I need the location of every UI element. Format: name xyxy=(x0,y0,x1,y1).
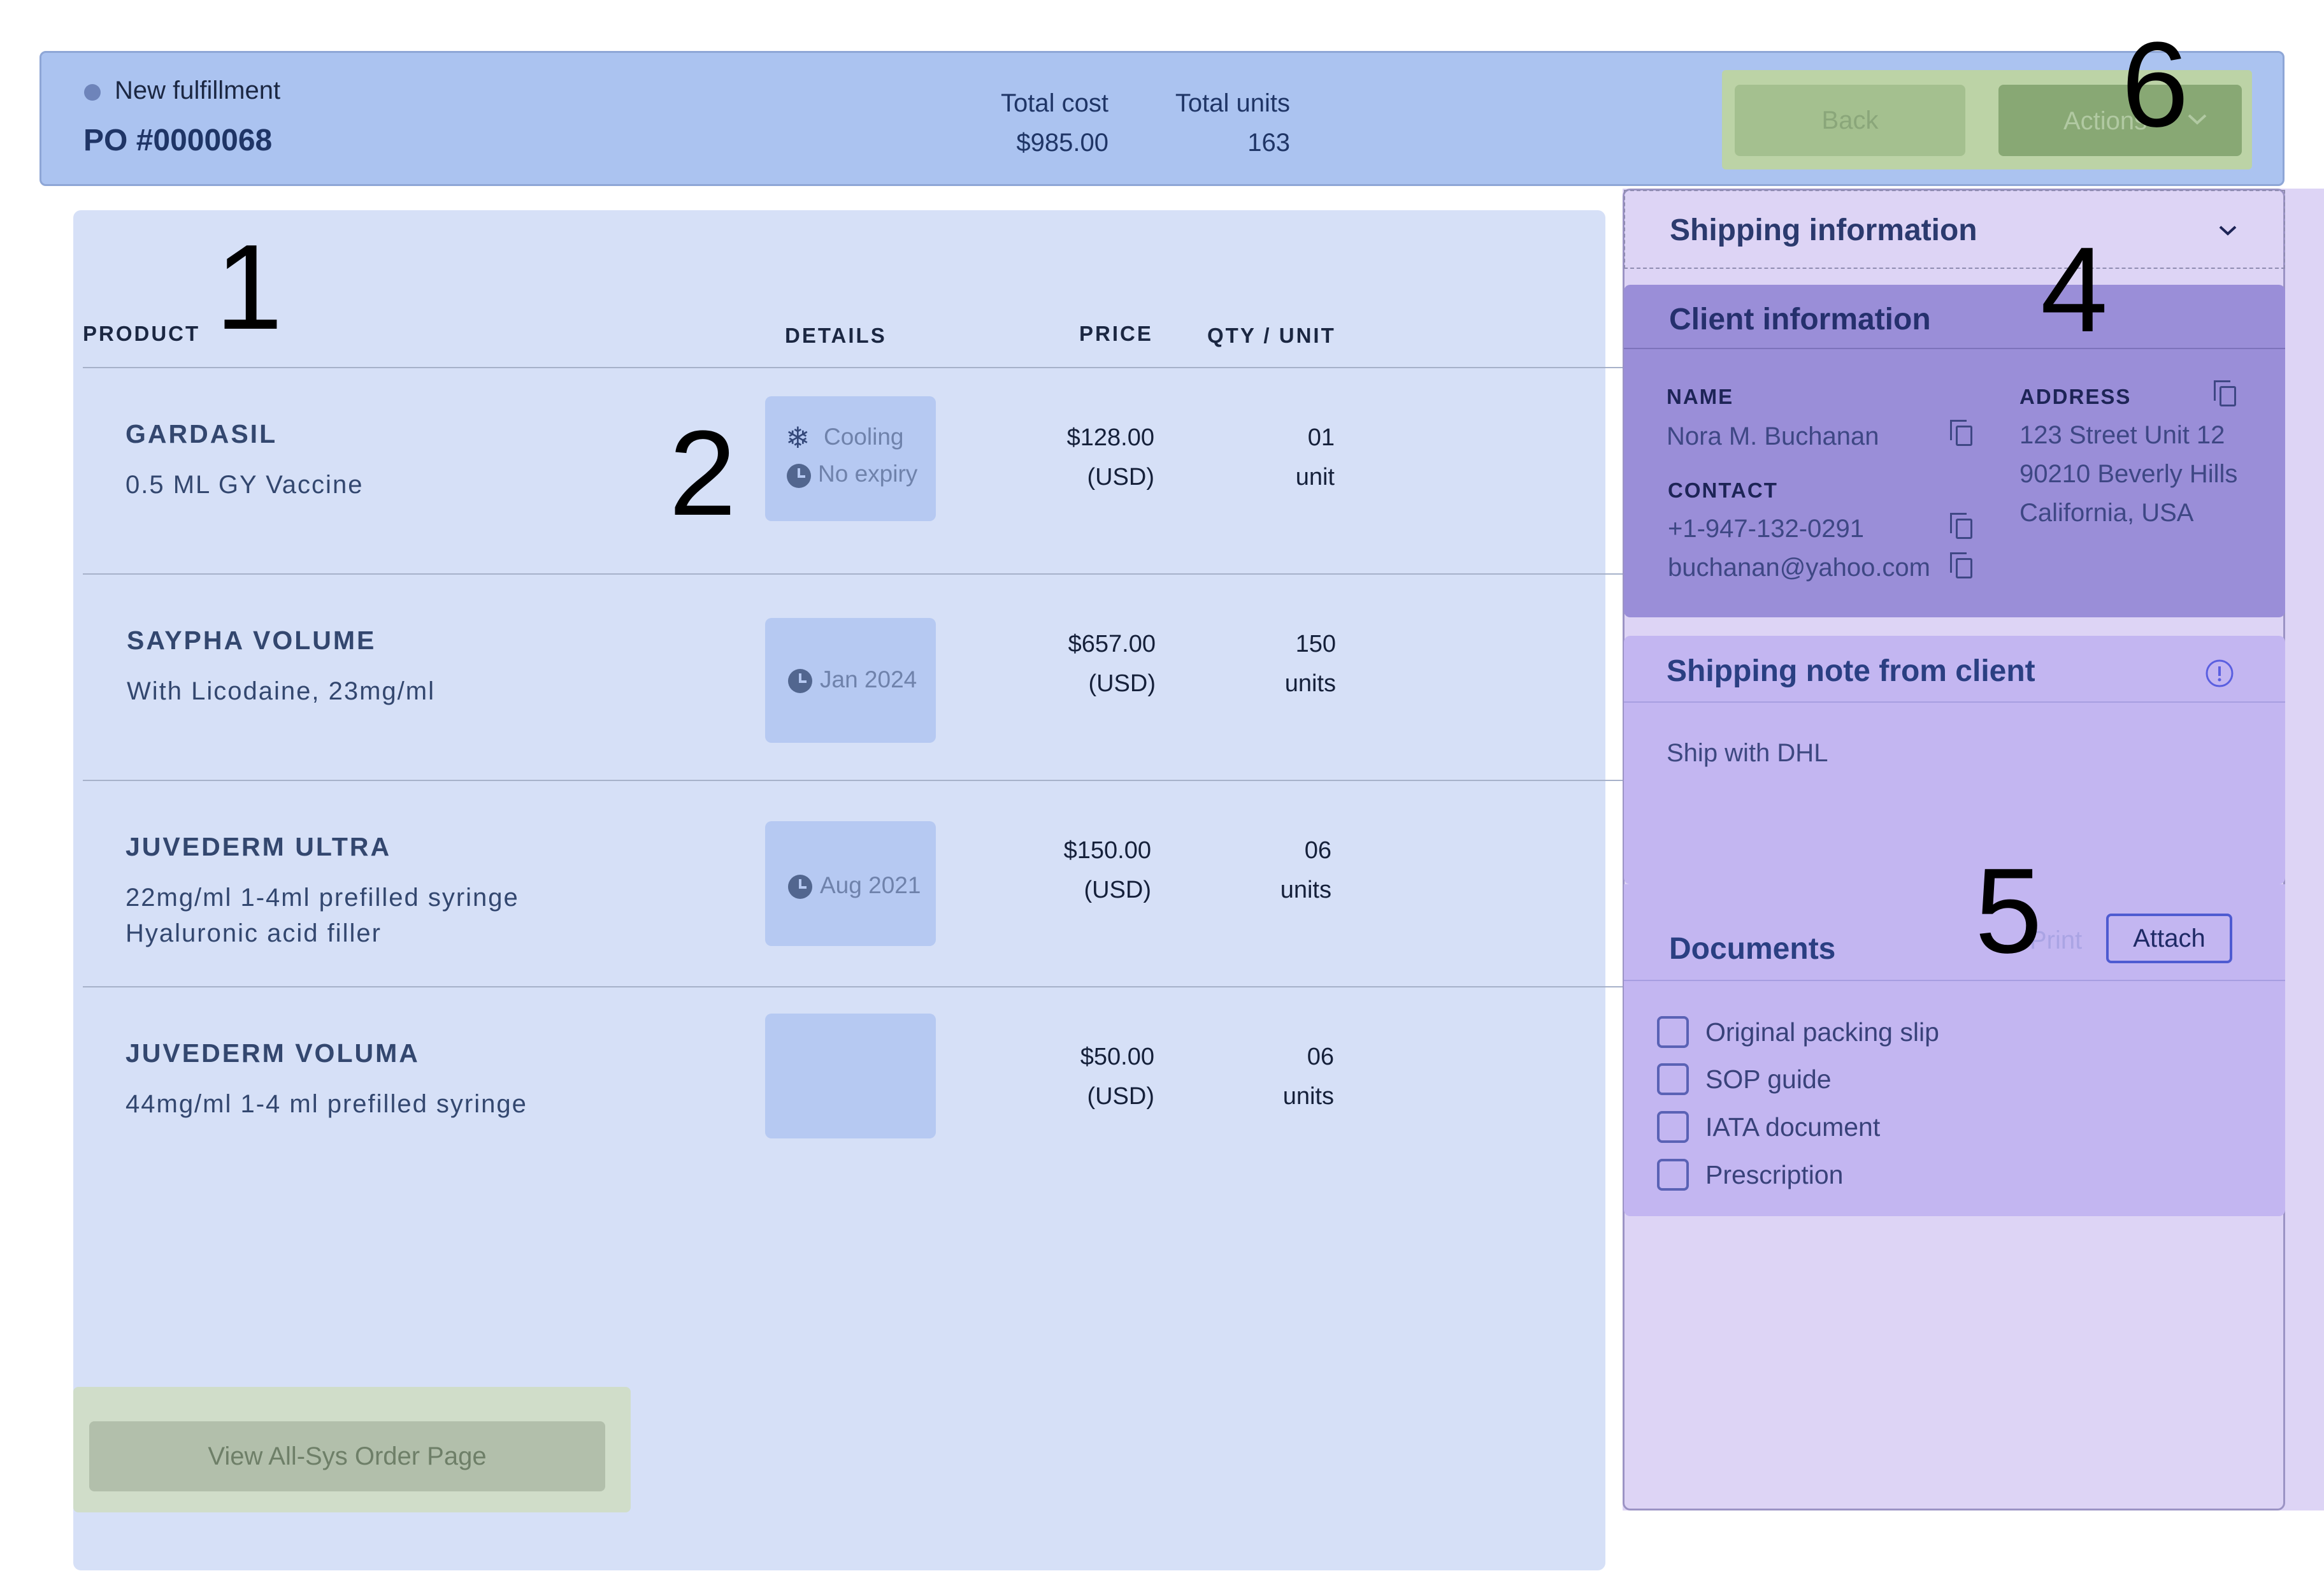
row-divider xyxy=(83,780,1625,781)
back-button[interactable]: Back xyxy=(1735,85,1965,156)
contact-label: CONTACT xyxy=(1668,478,1778,502)
client-address-line2: 90210 Beverly Hills xyxy=(2019,460,2238,488)
copy-email-icon[interactable] xyxy=(1950,552,1972,578)
col-qty: QTY / UNIT xyxy=(1207,324,1336,347)
details-badge: Jan 2024 xyxy=(765,618,936,743)
product-name: SAYPHA VOLUME xyxy=(127,626,377,655)
details-expiry: Aug 2021 xyxy=(820,872,921,898)
qty-value: 01 unit xyxy=(1295,424,1335,491)
client-address-line3: California, USA xyxy=(2019,499,2194,527)
product-name: JUVEDERM ULTRA xyxy=(126,832,392,861)
doc-label: SOP guide xyxy=(1705,1065,1832,1094)
price-value: $50.00 (USD) xyxy=(1080,1044,1154,1110)
price-value: $657.00 (USD) xyxy=(1068,631,1156,697)
product-desc: 0.5 ML GY Vaccine xyxy=(126,471,364,499)
qty-value: 06 units xyxy=(1280,837,1331,903)
details-expiry: No expiry xyxy=(818,461,918,487)
copy-address-icon[interactable] xyxy=(2214,380,2236,406)
checkbox-prescription[interactable] xyxy=(1657,1159,1689,1191)
product-desc: 22mg/ml 1-4ml prefilled syringe xyxy=(126,884,519,912)
print-button[interactable]: Print xyxy=(2030,926,2083,954)
details-cooling: Cooling xyxy=(824,424,904,450)
total-units-value: 163 xyxy=(1247,129,1290,157)
client-address-line1: 123 Street Unit 12 xyxy=(2019,421,2225,449)
col-price: PRICE xyxy=(1079,322,1153,345)
documents-card xyxy=(1624,884,2285,1216)
chevron-down-icon xyxy=(2188,114,2207,125)
shipping-title: Shipping information xyxy=(1670,213,1977,247)
product-desc-2: Hyaluronic acid filler xyxy=(126,919,382,947)
status-dot xyxy=(84,84,101,101)
overlay-number-5: 5 xyxy=(1975,843,2042,979)
checkbox-sop-guide[interactable] xyxy=(1657,1063,1689,1095)
overlay-number-6: 6 xyxy=(2121,17,2189,152)
doc-label: Original packing slip xyxy=(1705,1017,1939,1047)
client-info-title: Client information xyxy=(1669,303,1931,336)
copy-phone-icon[interactable] xyxy=(1950,513,1972,539)
copy-name-icon[interactable] xyxy=(1950,420,1972,446)
shipping-note-card xyxy=(1624,636,2285,884)
price-value: $128.00 (USD) xyxy=(1066,424,1154,491)
doc-label: IATA document xyxy=(1705,1112,1881,1142)
qty-value: 06 units xyxy=(1282,1044,1334,1110)
row-divider xyxy=(83,573,1625,575)
overlay-number-2: 2 xyxy=(669,406,736,541)
clock-icon xyxy=(787,464,811,488)
clock-icon xyxy=(788,875,812,899)
total-cost-label: Total cost xyxy=(1001,89,1108,117)
view-all-order-button[interactable]: View All-Sys Order Page xyxy=(89,1421,605,1491)
documents-divider xyxy=(1624,980,2285,981)
client-name: Nora M. Buchanan xyxy=(1667,422,1879,450)
product-desc: With Licodaine, 23mg/ml xyxy=(127,677,435,705)
total-cost-value: $985.00 xyxy=(1016,129,1108,157)
doc-label: Prescription xyxy=(1705,1160,1844,1189)
product-desc: 44mg/ml 1-4 ml prefilled syringe xyxy=(126,1090,527,1118)
qty-value: 150 units xyxy=(1284,631,1336,697)
name-label: NAME xyxy=(1667,385,1734,408)
client-info-card xyxy=(1624,285,2285,617)
actions-button[interactable]: Actions xyxy=(1998,85,2242,156)
checkbox-iata-document[interactable] xyxy=(1657,1111,1689,1143)
col-product: PRODUCT xyxy=(83,322,201,345)
checkbox-original-packing-slip[interactable] xyxy=(1657,1016,1689,1048)
documents-title: Documents xyxy=(1669,932,1836,966)
clock-icon xyxy=(788,669,812,693)
client-divider xyxy=(1624,348,2285,349)
shipping-note-title: Shipping note from client xyxy=(1667,654,2035,688)
shipping-note-text: Ship with DHL xyxy=(1667,739,1828,767)
chevron-down-icon[interactable] xyxy=(2217,223,2239,238)
shipping-header[interactable] xyxy=(1624,190,2285,269)
header-divider xyxy=(83,367,1625,368)
details-badge xyxy=(765,1014,936,1138)
details-badge: ❄ Cooling No expiry xyxy=(765,396,936,521)
col-details: DETAILS xyxy=(785,324,887,347)
overlay-number-4: 4 xyxy=(2041,222,2108,357)
client-phone: +1-947-132-0291 xyxy=(1668,515,1865,543)
client-email: buchanan@yahoo.com xyxy=(1668,554,1930,582)
info-icon[interactable] xyxy=(2204,658,2235,689)
row-divider xyxy=(83,986,1625,987)
status-label: New fulfillment xyxy=(115,76,281,104)
address-label: ADDRESS xyxy=(2019,385,2132,408)
note-divider xyxy=(1624,701,2285,703)
po-number: PO #0000068 xyxy=(83,124,273,157)
attach-button[interactable]: Attach xyxy=(2106,914,2232,963)
overlay-number-1: 1 xyxy=(215,220,283,355)
total-units-label: Total units xyxy=(1175,89,1290,117)
snowflake-icon: ❄ xyxy=(785,421,810,454)
actions-label: Actions xyxy=(2063,107,2148,135)
details-expiry: Jan 2024 xyxy=(820,666,917,692)
product-name: JUVEDERM VOLUMA xyxy=(126,1038,420,1068)
details-badge: Aug 2021 xyxy=(765,821,936,946)
price-value: $150.00 (USD) xyxy=(1063,837,1151,903)
product-name: GARDASIL xyxy=(126,419,278,448)
